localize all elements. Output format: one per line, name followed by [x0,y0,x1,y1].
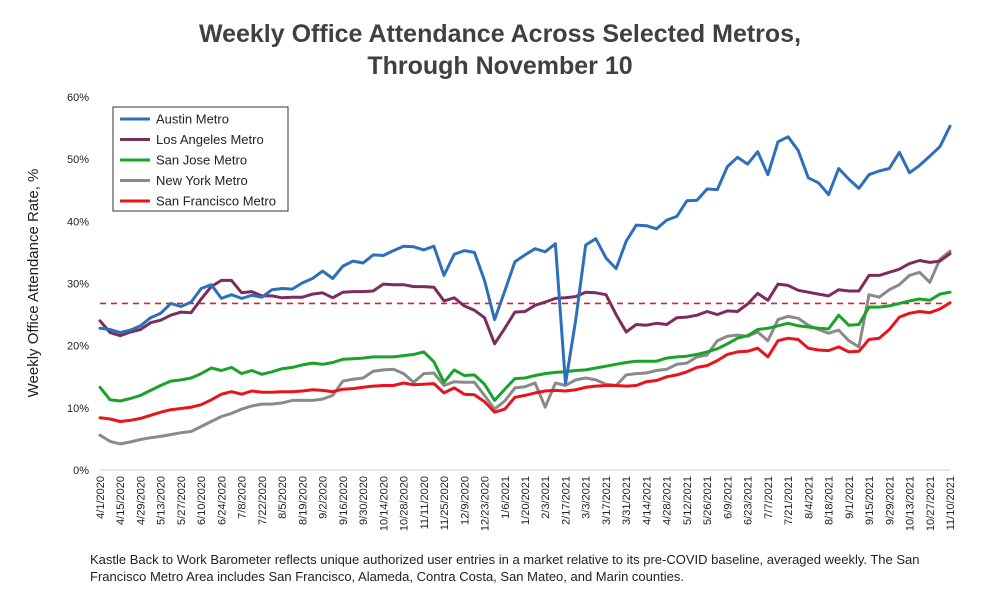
x-tick-label: 3/3/2021 [581,476,593,519]
x-tick-label: 1/20/2021 [520,476,532,525]
series-lines [98,124,952,446]
legend: Austin Metro Los Angeles Metro San Jose Me… [112,106,289,212]
x-tick-label: 8/18/2021 [824,476,836,525]
y-axis: 0% 10% 20% 30% 40% 50% 60% [67,92,89,477]
x-tick-label: 4/14/2021 [641,476,653,525]
legend-label: New York Metro [156,173,248,188]
y-tick-label: 60% [67,92,89,104]
x-tick-label: 6/10/2020 [196,476,208,525]
x-tick-label: 4/15/2020 [115,476,127,525]
series-line-new-york-metro [98,249,952,446]
legend-label: Los Angeles Metro [156,132,264,147]
x-tick-label: 5/13/2020 [156,476,168,525]
x-tick-label: 7/8/2020 [237,476,249,519]
x-tick-label: 12/23/2020 [480,476,492,531]
x-tick-label: 9/16/2020 [338,476,350,525]
series-line-san-francisco-metro [98,301,952,423]
x-tick-label: 4/28/2021 [662,476,674,525]
x-tick-label: 2/3/2021 [540,476,552,519]
footnote: Kastle Back to Work Barometer reflects u… [90,552,920,584]
y-tick-label: 40% [67,216,89,228]
x-tick-label: 6/9/2021 [722,476,734,519]
x-tick-label: 9/29/2021 [884,476,896,525]
x-tick-label: 6/24/2020 [216,476,228,525]
x-tick-label: 12/9/2020 [459,476,471,525]
x-tick-label: 9/15/2021 [864,476,876,525]
x-tick-label: 4/29/2020 [135,476,147,525]
x-tick-label: 6/23/2021 [743,476,755,525]
x-tick-label: 5/26/2021 [702,476,714,525]
series-line-los-angeles-metro [98,252,952,346]
x-tick-label: 8/5/2020 [277,476,289,519]
x-tick-label: 9/30/2020 [358,476,370,525]
x-tick-label: 11/10/2021 [945,476,957,530]
x-axis: 4/1/2020 4/15/2020 4/29/2020 5/13/2020 5/27/… [95,476,957,531]
chart-title: Weekly Office Attendance Across Selected… [0,18,1000,82]
x-tick-label: 5/27/2020 [176,476,188,525]
series-line-austin-metro [98,124,952,386]
x-tick-label: 7/22/2020 [257,476,269,525]
legend-label: Austin Metro [156,112,229,127]
legend-label: San Jose Metro [156,153,247,168]
x-tick-label: 7/21/2021 [783,476,795,525]
x-tick-label: 7/7/2021 [763,476,775,519]
x-tick-label: 4/1/2020 [95,476,107,519]
chart-title-line-1: Weekly Office Attendance Across Selected… [198,20,802,48]
x-tick-label: 11/11/2020 [419,476,431,529]
x-tick-label: 10/14/2020 [378,476,390,531]
x-tick-label: 8/19/2020 [297,476,309,525]
x-tick-label: 3/17/2021 [601,476,613,525]
x-tick-label: 2/17/2021 [560,476,572,525]
x-tick-label: 10/27/2021 [925,476,937,531]
x-tick-label: 9/2/2020 [318,476,330,519]
y-tick-label: 50% [67,154,89,166]
y-axis-title: Weekly Office Attendance Rate, % [25,169,42,398]
y-tick-label: 30% [67,279,89,291]
x-tick-label: 10/28/2020 [399,476,411,531]
x-tick-label: 10/13/2021 [905,476,917,531]
series-line-san-jose-metro [98,290,952,403]
chart-title-line-2: Through November 10 [367,52,633,80]
x-tick-label: 1/6/2021 [500,476,512,519]
legend-label: San Francisco Metro [156,194,276,209]
x-tick-label: 9/1/2021 [844,476,856,519]
x-tick-label: 8/4/2021 [803,476,815,519]
y-tick-label: 20% [67,341,89,353]
x-tick-label: 5/12/2021 [682,476,694,525]
x-tick-label: 11/25/2020 [439,476,451,530]
y-tick-label: 0% [73,465,89,477]
x-tick-label: 3/31/2021 [621,476,633,525]
y-tick-label: 10% [67,403,89,415]
